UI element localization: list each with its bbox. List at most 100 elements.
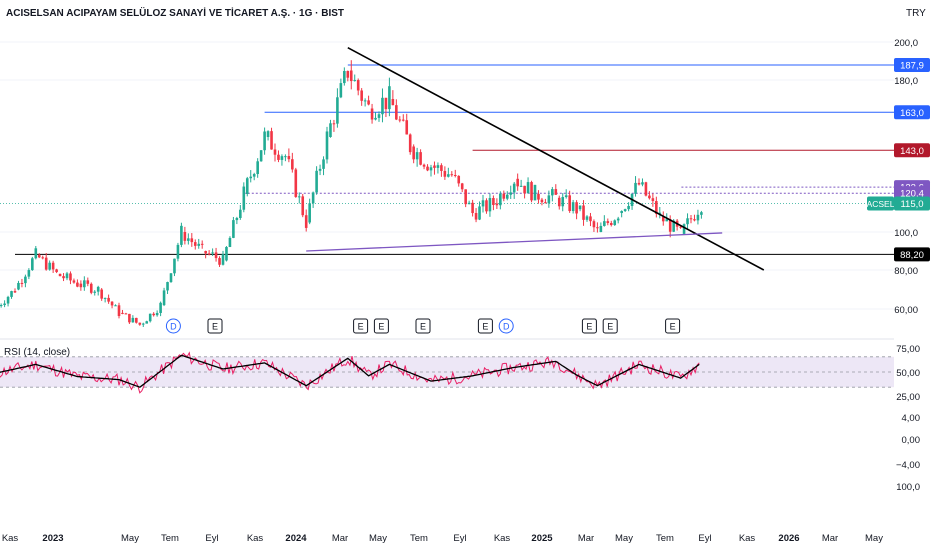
candle-body[interactable] xyxy=(408,134,412,153)
candle-body[interactable] xyxy=(391,99,395,106)
candle-body[interactable] xyxy=(256,161,259,175)
candle-body[interactable] xyxy=(644,182,648,196)
candle-body[interactable] xyxy=(93,291,97,293)
candle-body[interactable] xyxy=(620,210,623,213)
candle-body[interactable] xyxy=(31,258,34,271)
candle-body[interactable] xyxy=(55,269,58,273)
candle-body[interactable] xyxy=(304,215,308,228)
candle-body[interactable] xyxy=(58,273,62,277)
candle-body[interactable] xyxy=(596,227,599,229)
candle-body[interactable] xyxy=(259,150,263,162)
candle-body[interactable] xyxy=(287,156,291,160)
candle-body[interactable] xyxy=(540,199,544,203)
candle-body[interactable] xyxy=(270,131,273,150)
candle-body[interactable] xyxy=(682,224,686,234)
candle-body[interactable] xyxy=(107,297,110,302)
candle-body[interactable] xyxy=(211,252,214,254)
candle-body[interactable] xyxy=(665,219,669,222)
candle-body[interactable] xyxy=(263,131,266,151)
candle-body[interactable] xyxy=(582,205,585,220)
candle-body[interactable] xyxy=(228,237,232,247)
candle-body[interactable] xyxy=(655,201,658,214)
dividend-marker[interactable] xyxy=(498,318,514,334)
rsi-line[interactable] xyxy=(0,351,700,394)
candle-body[interactable] xyxy=(502,193,506,199)
symbol-tag[interactable] xyxy=(867,196,894,211)
earnings-marker[interactable] xyxy=(373,318,389,334)
candle-body[interactable] xyxy=(197,243,201,246)
candle-body[interactable] xyxy=(200,243,204,245)
candle-body[interactable] xyxy=(481,200,485,207)
candle-body[interactable] xyxy=(128,313,131,323)
candle-body[interactable] xyxy=(277,154,280,160)
candle-body[interactable] xyxy=(13,291,17,293)
descending-trendline[interactable] xyxy=(347,46,765,271)
candle-body[interactable] xyxy=(44,257,48,270)
candle-body[interactable] xyxy=(377,114,381,118)
candle-body[interactable] xyxy=(41,257,45,259)
candle-body[interactable] xyxy=(76,282,79,287)
candle-body[interactable] xyxy=(180,225,183,245)
candle-body[interactable] xyxy=(176,244,180,259)
candle-body[interactable] xyxy=(467,202,471,205)
candle-body[interactable] xyxy=(641,182,644,185)
horizontal-levels[interactable] xyxy=(0,64,894,255)
candle-body[interactable] xyxy=(381,97,384,115)
candle-body[interactable] xyxy=(273,149,277,155)
candle-body[interactable] xyxy=(447,174,450,177)
candle-body[interactable] xyxy=(152,313,155,316)
candle-body[interactable] xyxy=(509,192,513,195)
candle-body[interactable] xyxy=(141,323,145,325)
candle-body[interactable] xyxy=(696,214,700,221)
rsi-ma-line[interactable] xyxy=(0,354,700,388)
candle-body[interactable] xyxy=(79,283,83,288)
candle-body[interactable] xyxy=(207,253,211,255)
candle-body[interactable] xyxy=(103,297,107,299)
candle-body[interactable] xyxy=(367,100,370,105)
candle-body[interactable] xyxy=(557,197,561,207)
candle-body[interactable] xyxy=(637,182,641,185)
candle-body[interactable] xyxy=(232,220,235,238)
candle-body[interactable] xyxy=(24,276,27,284)
candle-body[interactable] xyxy=(405,120,409,135)
candle-body[interactable] xyxy=(190,238,194,243)
candle-body[interactable] xyxy=(648,195,651,199)
candle-body[interactable] xyxy=(173,258,176,274)
candle-body[interactable] xyxy=(96,286,100,292)
candle-body[interactable] xyxy=(519,185,523,187)
candle-body[interactable] xyxy=(460,183,464,190)
candle-body[interactable] xyxy=(322,159,325,169)
candle-body[interactable] xyxy=(471,202,474,214)
candle-body[interactable] xyxy=(235,217,239,221)
candle-body[interactable] xyxy=(429,167,433,171)
candle-body[interactable] xyxy=(585,216,589,220)
candle-body[interactable] xyxy=(401,119,405,121)
candle-body[interactable] xyxy=(332,123,336,125)
candle-body[interactable] xyxy=(349,70,353,82)
candle-body[interactable] xyxy=(294,169,298,197)
candle-body[interactable] xyxy=(398,119,402,121)
candle-body[interactable] xyxy=(169,273,173,283)
candle-body[interactable] xyxy=(492,198,495,206)
candle-body[interactable] xyxy=(214,252,218,259)
price-label-box[interactable] xyxy=(894,105,930,120)
candle-body[interactable] xyxy=(162,290,166,306)
candle-body[interactable] xyxy=(353,80,357,82)
candle-body[interactable] xyxy=(356,80,360,91)
candle-body[interactable] xyxy=(516,178,519,187)
candle-body[interactable] xyxy=(291,159,294,170)
candle-body[interactable] xyxy=(148,313,152,322)
candle-body[interactable] xyxy=(221,254,225,265)
candle-body[interactable] xyxy=(65,273,69,279)
candle-body[interactable] xyxy=(547,195,551,204)
candle-body[interactable] xyxy=(412,146,415,160)
time-axis[interactable]: Kas 2023 May Tem Eyl Kas 2024 Mar May Tem Eyl Kas 20… xyxy=(2,533,883,544)
candle-body[interactable] xyxy=(485,200,488,212)
candles[interactable] xyxy=(0,60,703,328)
candle-body[interactable] xyxy=(301,196,305,216)
candle-body[interactable] xyxy=(110,301,114,306)
candle-body[interactable] xyxy=(225,246,228,261)
